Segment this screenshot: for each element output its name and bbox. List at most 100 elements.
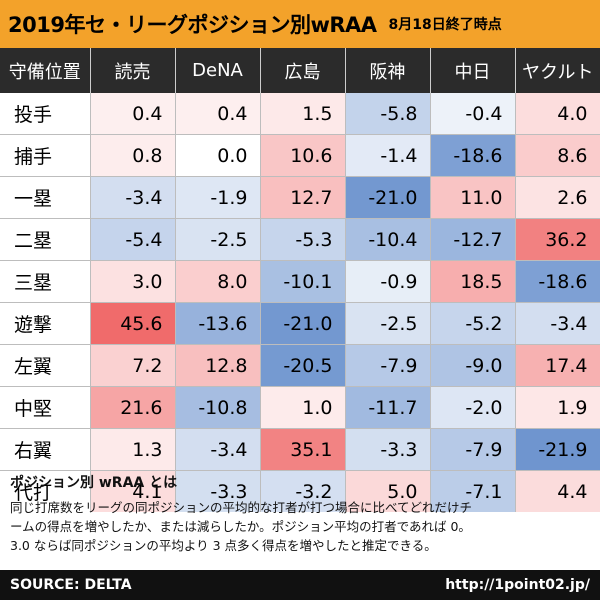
table-row: 捕手 0.8 0.0 10.6 -1.4 -18.6 8.6 <box>0 134 600 177</box>
heatmap-cell: 1.3 <box>90 428 176 471</box>
heatmap-cell: -13.6 <box>175 302 261 345</box>
heatmap-cell: 8.6 <box>515 134 600 177</box>
description-panel: ポジション別 wRAA とは 同じ打席数をリーグの同ポジションの平均的な打者が打… <box>0 466 600 570</box>
heatmap-cell: -21.0 <box>345 176 431 219</box>
position-label: 右翼 <box>0 428 91 471</box>
wraa-table: 守備位置 読売 DeNA 広島 阪神 中日 ヤクルト 投手 0.4 0.4 1.5 -5… <box>0 48 600 512</box>
footer-bar: SOURCE: DELTA http://1point02.jp/ <box>0 570 600 600</box>
heatmap-cell: -7.9 <box>430 428 516 471</box>
source-label: SOURCE: DELTA <box>10 577 132 593</box>
position-label: 捕手 <box>0 134 91 177</box>
heatmap-cell: -5.4 <box>90 218 176 261</box>
heatmap-cell: 18.5 <box>430 260 516 303</box>
heatmap-cell: -3.3 <box>345 428 431 471</box>
heatmap-cell: 0.8 <box>90 134 176 177</box>
heatmap-cell: -2.5 <box>345 302 431 345</box>
position-label: 左翼 <box>0 344 91 387</box>
heatmap-cell: 0.4 <box>90 93 176 135</box>
heatmap-cell: -12.7 <box>430 218 516 261</box>
heatmap-cell: -1.9 <box>175 176 261 219</box>
table-row: 二塁 -5.4 -2.5 -5.3 -10.4 -12.7 36.2 <box>0 218 600 261</box>
description-body: 同じ打席数をリーグの同ポジションの平均的な打者が打つ場合に比べてどれだけチ ーム… <box>10 498 590 555</box>
position-label: 遊撃 <box>0 302 91 345</box>
heatmap-cell: -3.3 <box>175 470 261 512</box>
table-row: 遊撃 45.6 -13.6 -21.0 -2.5 -5.2 -3.4 <box>0 302 600 345</box>
wraa-heatmap: 守備位置 読売 DeNA 広島 阪神 中日 ヤクルト 投手 0.4 0.4 1.5 -5… <box>0 48 600 512</box>
header-row: 守備位置 読売 DeNA 広島 阪神 中日 ヤクルト <box>0 48 600 93</box>
heatmap-cell: -5.3 <box>260 218 346 261</box>
heatmap-cell: -3.2 <box>260 470 346 512</box>
heatmap-cell: -2.5 <box>175 218 261 261</box>
heatmap-cell: 3.0 <box>90 260 176 303</box>
heatmap-cell: -10.8 <box>175 386 261 429</box>
position-label: 投手 <box>0 93 91 135</box>
heatmap-cell: -21.9 <box>515 428 600 471</box>
heatmap-cell: 36.2 <box>515 218 600 261</box>
heatmap-cell: -20.5 <box>260 344 346 387</box>
heatmap-cell: 0.4 <box>175 93 261 135</box>
heatmap-cell: 21.6 <box>90 386 176 429</box>
heatmap-cell: -7.9 <box>345 344 431 387</box>
team-header: 読売 <box>90 48 176 93</box>
heatmap-cell: 2.6 <box>515 176 600 219</box>
heatmap-cell: -0.4 <box>430 93 516 135</box>
heatmap-cell: 12.8 <box>175 344 261 387</box>
team-header: 阪神 <box>345 48 431 93</box>
heatmap-cell: 35.1 <box>260 428 346 471</box>
table-row: 投手 0.4 0.4 1.5 -5.8 -0.4 4.0 <box>0 93 600 135</box>
heatmap-cell: -2.0 <box>430 386 516 429</box>
heatmap-cell: 1.5 <box>260 93 346 135</box>
source-url[interactable]: http://1point02.jp/ <box>445 577 590 593</box>
heatmap-cell: 1.0 <box>260 386 346 429</box>
heatmap-cell: 1.9 <box>515 386 600 429</box>
description-line: 3.0 ならば同ポジションの平均より 3 点多く得点を増やしたと推定できる。 <box>10 538 437 553</box>
table-row: 一塁 -3.4 -1.9 12.7 -21.0 11.0 2.6 <box>0 176 600 219</box>
heatmap-cell: -7.1 <box>430 470 516 512</box>
heatmap-cell: -11.7 <box>345 386 431 429</box>
team-header: DeNA <box>175 48 261 93</box>
corner-header: 守備位置 <box>0 48 91 93</box>
heatmap-cell: 12.7 <box>260 176 346 219</box>
team-header: 広島 <box>260 48 346 93</box>
description-line: ームの得点を増やしたか、または減らしたか。ポジション平均の打者であれば 0。 <box>10 519 471 534</box>
table-row: 中堅 21.6 -10.8 1.0 -11.7 -2.0 1.9 <box>0 386 600 429</box>
description-line: 同じ打席数をリーグの同ポジションの平均的な打者が打つ場合に比べてどれだけチ <box>10 500 473 515</box>
table-row: 三塁 3.0 8.0 -10.1 -0.9 18.5 -18.6 <box>0 260 600 303</box>
table-row: 代打 4.1 -3.3 -3.2 5.0 -7.1 4.4 <box>0 470 600 512</box>
table-row: 右翼 1.3 -3.4 35.1 -3.3 -7.9 -21.9 <box>0 428 600 471</box>
heatmap-cell: 0.0 <box>175 134 261 177</box>
heatmap-cell: -3.4 <box>90 176 176 219</box>
heatmap-cell: 4.1 <box>90 470 176 512</box>
heatmap-cell: -5.8 <box>345 93 431 135</box>
heatmap-cell: -18.6 <box>515 260 600 303</box>
position-label: 中堅 <box>0 386 91 429</box>
chart-subtitle: 8月18日終了時点 <box>388 17 502 33</box>
team-header: 中日 <box>430 48 516 93</box>
chart-title: 2019年セ・リーグポジション別wRAA <box>8 13 377 37</box>
heatmap-cell: -10.1 <box>260 260 346 303</box>
position-label: 三塁 <box>0 260 91 303</box>
heatmap-cell: 10.6 <box>260 134 346 177</box>
title-bar: 2019年セ・リーグポジション別wRAA 8月18日終了時点 <box>0 0 600 48</box>
heatmap-cell: -0.9 <box>345 260 431 303</box>
heatmap-cell: -3.4 <box>515 302 600 345</box>
heatmap-cell: -5.2 <box>430 302 516 345</box>
heatmap-cell: 45.6 <box>90 302 176 345</box>
heatmap-cell: -18.6 <box>430 134 516 177</box>
description-title: ポジション別 wRAA とは <box>10 475 178 491</box>
heatmap-cell: -21.0 <box>260 302 346 345</box>
heatmap-cell: -9.0 <box>430 344 516 387</box>
heatmap-cell: 4.0 <box>515 93 600 135</box>
position-label: 代打 <box>0 470 91 512</box>
team-header: ヤクルト <box>515 48 600 93</box>
heatmap-cell: 8.0 <box>175 260 261 303</box>
heatmap-cell: 5.0 <box>345 470 431 512</box>
heatmap-cell: -1.4 <box>345 134 431 177</box>
heatmap-cell: -10.4 <box>345 218 431 261</box>
heatmap-cell: 11.0 <box>430 176 516 219</box>
heatmap-cell: -3.4 <box>175 428 261 471</box>
position-label: 一塁 <box>0 176 91 219</box>
heatmap-cell: 7.2 <box>90 344 176 387</box>
heatmap-cell: 4.4 <box>515 470 600 512</box>
heatmap-cell: 17.4 <box>515 344 600 387</box>
